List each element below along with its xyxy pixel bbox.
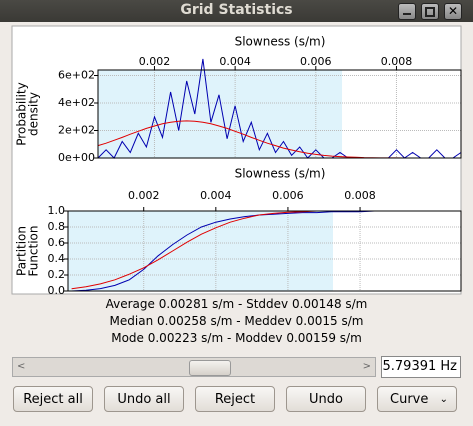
undo-button[interactable]: Undo (286, 386, 366, 412)
close-button[interactable]: ✕ (444, 3, 462, 20)
reject-all-button[interactable]: Reject all (13, 386, 93, 412)
scroll-thumb[interactable] (189, 360, 231, 376)
y-tick-label: 0.8 (48, 220, 66, 233)
x-tick-label: 0.004 (200, 189, 232, 202)
y-axis-label: Partition (15, 226, 29, 276)
y-tick-label: 1.0 (48, 204, 66, 217)
y-axis-label: density (27, 92, 41, 136)
y-axis-label: Function (27, 225, 41, 276)
y-tick-label: 6e+02 (58, 69, 95, 82)
y-tick-label: 0.6 (48, 236, 66, 249)
window-title: Grid Statistics (180, 2, 293, 18)
y-tick-label: 0.4 (48, 252, 66, 265)
x-tick-label: 0.002 (139, 55, 171, 68)
highlight-range (98, 70, 343, 158)
x-tick-label: 0.008 (381, 55, 413, 68)
y-tick-label: 0.0 (48, 284, 66, 297)
highlight-range (68, 211, 334, 291)
maximize-button[interactable] (421, 3, 439, 20)
curve-dropdown[interactable]: Curve ⌄ (377, 386, 457, 412)
dropdown-label: Curve (390, 392, 429, 407)
stat-line: Median 0.00258 s/m - Meddev 0.0015 s/m (109, 314, 364, 328)
reject-button[interactable]: Reject (195, 386, 275, 412)
x-axis-label: Slowness (s/m) (235, 35, 326, 49)
frequency-field[interactable]: 5.79391 Hz (381, 356, 461, 378)
y-tick-label: 0.2 (48, 268, 66, 281)
minimize-button[interactable] (398, 3, 416, 20)
x-tick-label: 0.004 (219, 55, 251, 68)
stat-line: Mode 0.00223 s/m - Moddev 0.00159 s/m (111, 331, 362, 345)
x-tick-label: 0.006 (300, 55, 332, 68)
y-tick-label: 4e+02 (58, 96, 95, 109)
x-tick-label: 0.008 (344, 189, 376, 202)
scrollbar[interactable]: < > (12, 357, 376, 377)
undo-all-button[interactable]: Undo all (104, 386, 184, 412)
plot-frame (67, 210, 462, 292)
plot-frame (97, 69, 462, 159)
x-tick-label: 0.002 (128, 189, 160, 202)
title-bar: Grid Statistics ✕ (0, 0, 473, 22)
x-tick-label: 0.006 (272, 189, 304, 202)
x-axis-label: Slowness (s/m) (235, 167, 326, 181)
y-tick-label: 2e+02 (58, 124, 95, 137)
stat-line: Average 0.00281 s/m - Stddev 0.00148 s/m (105, 297, 368, 311)
y-axis-label: Probability (15, 82, 29, 145)
y-tick-label: 0e+00 (58, 151, 95, 164)
